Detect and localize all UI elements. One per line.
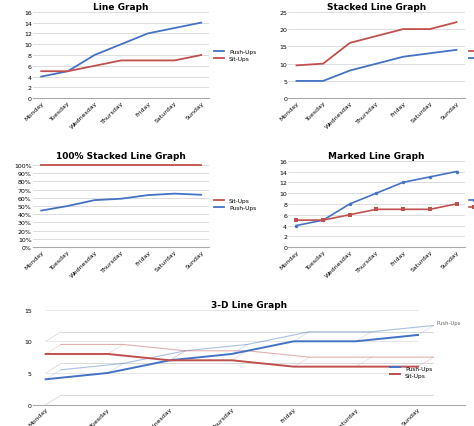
Sit-Ups (172, 163, 177, 168)
Push-Ups (172, 26, 177, 32)
Line: Push-Ups: Push-Ups (296, 51, 456, 82)
Push-Ups (167, 358, 173, 363)
Push-Ups (229, 351, 235, 357)
Legend: Push-Ups, Sit-Ups: Push-Ups, Sit-Ups (214, 50, 256, 62)
Line: Push-Ups: Push-Ups (41, 23, 201, 78)
Push-Ups (293, 223, 299, 228)
Push-Ups (199, 193, 204, 198)
Push-Ups (347, 69, 353, 74)
Line: Sit-Ups: Sit-Ups (41, 56, 201, 72)
Sit-Ups (105, 351, 110, 357)
Push-Ups (347, 202, 353, 207)
Push-Ups (293, 79, 299, 84)
Sit-Ups (38, 69, 44, 75)
Push-Ups (291, 339, 297, 344)
Push-Ups (353, 339, 359, 344)
Sit-Ups (320, 218, 326, 223)
Push-Ups (118, 197, 124, 202)
Title: Stacked Line Graph: Stacked Line Graph (327, 3, 426, 12)
Push-Ups (145, 32, 151, 37)
Title: 3-D Line Graph: 3-D Line Graph (211, 300, 287, 309)
Line: Sit-Ups: Sit-Ups (46, 354, 418, 367)
Sit-Ups (199, 163, 204, 168)
Push-Ups (454, 170, 459, 175)
Sit-Ups (374, 207, 379, 213)
Line: Sit-Ups: Sit-Ups (296, 23, 456, 66)
Sit-Ups (454, 202, 459, 207)
Sit-Ups (145, 59, 151, 64)
Sit-Ups (320, 62, 326, 67)
Sit-Ups (43, 351, 48, 357)
Sit-Ups (65, 163, 71, 168)
Push-Ups (65, 204, 71, 209)
Push-Ups (38, 208, 44, 213)
Push-Ups (38, 75, 44, 80)
Line: Push-Ups: Push-Ups (41, 194, 201, 211)
Push-Ups (320, 79, 326, 84)
Line: Push-Ups: Push-Ups (46, 335, 418, 380)
Push-Ups (118, 43, 124, 48)
Legend: Push-Ups, Sit-Ups: Push-Ups, Sit-Ups (469, 199, 474, 210)
Push-Ups (145, 193, 151, 198)
Push-Ups (172, 192, 177, 197)
Sit-Ups (145, 163, 151, 168)
Sit-Ups (38, 163, 44, 168)
Sit-Ups (291, 364, 297, 369)
Push-Ups (427, 52, 433, 57)
Sit-Ups (427, 27, 433, 32)
Push-Ups (374, 191, 379, 196)
Push-Ups (427, 175, 433, 180)
Sit-Ups (401, 207, 406, 213)
Push-Ups (65, 69, 71, 75)
Legend: Sit-Ups, Push-Ups: Sit-Ups, Push-Ups (469, 50, 474, 62)
Sit-Ups (229, 358, 235, 363)
Push-Ups (320, 218, 326, 223)
Push-Ups (401, 55, 406, 60)
Sit-Ups (293, 63, 299, 69)
Push-Ups (91, 198, 97, 203)
Push-Ups (43, 377, 48, 382)
Sit-Ups (172, 59, 177, 64)
Sit-Ups (167, 358, 173, 363)
Sit-Ups (353, 364, 359, 369)
Sit-Ups (415, 364, 421, 369)
Sit-Ups (347, 41, 353, 46)
Legend: Sit-Ups, Push-Ups: Sit-Ups, Push-Ups (214, 199, 256, 210)
Push-Ups (91, 53, 97, 58)
Sit-Ups (91, 163, 97, 168)
Push-Ups (415, 333, 421, 338)
Sit-Ups (199, 53, 204, 58)
Sit-Ups (65, 69, 71, 75)
Sit-Ups (293, 218, 299, 223)
Legend: Push-Ups, Sit-Ups: Push-Ups, Sit-Ups (390, 366, 432, 377)
Sit-Ups (427, 207, 433, 213)
Title: Line Graph: Line Graph (93, 3, 149, 12)
Push-Ups (454, 48, 459, 53)
Push-Ups (401, 180, 406, 185)
Push-Ups (199, 21, 204, 26)
Title: Marked Line Graph: Marked Line Graph (328, 152, 425, 161)
Sit-Ups (91, 64, 97, 69)
Sit-Ups (118, 59, 124, 64)
Sit-Ups (401, 27, 406, 32)
Text: Push-Ups: Push-Ups (437, 320, 461, 325)
Sit-Ups (374, 35, 379, 40)
Line: Push-Ups: Push-Ups (295, 170, 458, 228)
Sit-Ups (118, 163, 124, 168)
Sit-Ups (347, 213, 353, 218)
Sit-Ups (454, 20, 459, 26)
Push-Ups (374, 62, 379, 67)
Line: Sit-Ups: Sit-Ups (295, 203, 458, 222)
Title: 100% Stacked Line Graph: 100% Stacked Line Graph (56, 152, 186, 161)
Push-Ups (105, 371, 110, 376)
